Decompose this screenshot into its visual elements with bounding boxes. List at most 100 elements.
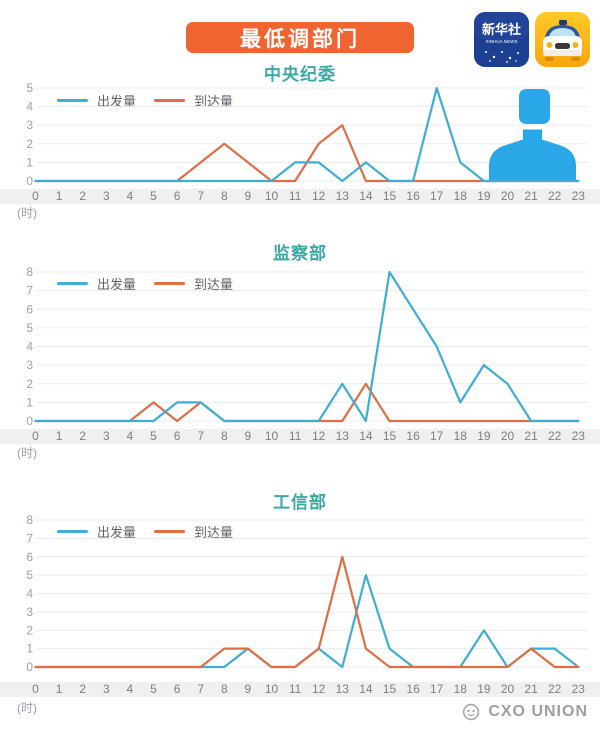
arrive-line-swatch-icon (154, 529, 186, 533)
legend-label-depart: 出发量 (97, 524, 137, 540)
legend-item-depart: 出发量 (57, 274, 136, 293)
y-tick-label: 5 (26, 568, 33, 582)
legend-item-depart: 出发量 (57, 91, 136, 110)
x-tick-label: 2 (79, 682, 87, 696)
legend-item-arrive: 到达量 (154, 91, 233, 110)
y-tick-label: 4 (26, 100, 33, 114)
x-tick-label: 7 (197, 682, 205, 696)
chart-1-legend: 出发量 到达量 (57, 91, 251, 110)
y-tick-label: 1 (26, 395, 33, 409)
x-tick-label: 15 (382, 682, 397, 696)
y-tick-label: 2 (26, 137, 33, 151)
cxo-union-logo-icon (463, 703, 480, 721)
x-tick-label: 17 (430, 189, 444, 203)
x-tick-label: 2 (79, 429, 87, 443)
x-tick-label: 8 (220, 189, 228, 203)
x-tick-label: 14 (359, 429, 373, 443)
x-tick-label: 13 (335, 429, 349, 443)
x-tick-label: 20 (500, 429, 515, 443)
footer-brand: CXO UNION (488, 703, 588, 720)
series-line-depart (34, 86, 580, 183)
x-tick-label: 18 (453, 429, 467, 443)
x-tick-label: 11 (288, 429, 302, 443)
x-tick-label: 11 (288, 189, 302, 203)
x-tick-label: 6 (173, 189, 181, 203)
y-tick-label: 2 (26, 623, 33, 637)
x-tick-label: 16 (406, 682, 420, 696)
chart-3-x-unit-label: (时) (17, 701, 37, 715)
y-tick-label: 3 (26, 358, 33, 372)
x-tick-label: 1 (55, 429, 63, 443)
x-tick-label: 9 (244, 189, 252, 203)
y-tick-label: 5 (26, 81, 33, 95)
x-tick-label: 1 (55, 189, 63, 203)
x-tick-label: 1 (55, 682, 63, 696)
legend-label-depart: 出发量 (97, 93, 137, 109)
y-tick-label: 1 (26, 155, 33, 169)
x-tick-label: 4 (126, 682, 134, 696)
x-tick-label: 19 (477, 429, 491, 443)
x-tick-label: 14 (359, 682, 373, 696)
x-tick-label: 22 (548, 429, 562, 443)
legend-label-arrive: 到达量 (194, 276, 234, 292)
taxi-app-icon (535, 12, 590, 67)
banner-title: 最低调部门 (240, 27, 360, 51)
x-tick-label: 13 (335, 682, 349, 696)
x-tick-label: 8 (220, 429, 228, 443)
x-tick-label: 16 (406, 189, 420, 203)
x-tick-label: 11 (288, 682, 302, 696)
y-tick-label: 6 (26, 550, 33, 564)
x-tick-label: 18 (453, 682, 467, 696)
y-tick-label: 8 (26, 265, 33, 279)
chart-1-x-unit-label: (时) (17, 206, 37, 220)
x-tick-label: 10 (264, 429, 279, 443)
x-tick-label: 4 (126, 429, 134, 443)
legend-label-arrive: 到达量 (194, 524, 234, 540)
chart-1-x-axis: 0 1 2 3 4 5 6 7 8 9 10 11 12 13 14 15 16 17 18 19 20 21 22 23 (0, 189, 600, 204)
legend-item-depart: 出发量 (57, 522, 136, 541)
x-tick-label: 19 (477, 189, 491, 203)
chart-3-legend: 出发量 到达量 (57, 522, 251, 541)
legend-item-arrive: 到达量 (154, 274, 233, 293)
y-tick-label: 7 (26, 284, 33, 298)
chart-2-title: 监察部 (273, 244, 327, 263)
x-tick-label: 13 (335, 189, 349, 203)
x-tick-label: 23 (571, 189, 585, 203)
xinhua-news-logo-icon: 新华社 XINHUA NEWS (474, 12, 529, 67)
x-tick-label: 0 (32, 189, 39, 203)
legend-label-depart: 出发量 (97, 276, 137, 292)
x-tick-label: 20 (500, 682, 515, 696)
x-tick-label: 5 (150, 189, 157, 203)
x-tick-label: 19 (477, 682, 491, 696)
chart-2-x-axis: 0 1 2 3 4 5 6 7 8 9 10 11 12 13 14 15 16 17 18 19 20 21 22 23 (0, 429, 600, 444)
x-tick-label: 5 (150, 429, 157, 443)
y-tick-label: 0 (26, 174, 33, 188)
y-tick-label: 5 (26, 321, 33, 335)
x-tick-label: 16 (406, 429, 420, 443)
chart-2-legend: 出发量 到达量 (57, 274, 251, 293)
y-tick-label: 6 (26, 302, 33, 316)
x-tick-label: 14 (359, 189, 373, 203)
y-tick-label: 3 (26, 605, 33, 619)
xinhua-logo-stars (485, 51, 519, 63)
chart-1-title: 中央纪委 (264, 65, 336, 84)
header-banner: 最低调部门 (186, 22, 414, 53)
x-tick-label: 22 (548, 189, 562, 203)
x-tick-label: 21 (524, 682, 538, 696)
chart-2-x-unit-label: (时) (17, 446, 37, 460)
x-tick-label: 3 (102, 429, 110, 443)
xinhua-logo-subtext: XINHUA NEWS (485, 39, 517, 44)
x-tick-label: 3 (102, 189, 110, 203)
x-tick-label: 23 (571, 429, 585, 443)
x-tick-label: 17 (430, 429, 444, 443)
x-tick-label: 23 (571, 682, 585, 696)
series-line-depart (34, 573, 580, 669)
x-tick-label: 8 (220, 682, 228, 696)
series-lines-layer (34, 86, 580, 669)
y-tick-label: 4 (26, 340, 33, 354)
person-silhouette-icon (489, 89, 576, 182)
x-tick-label: 4 (126, 189, 134, 203)
x-tick-label: 9 (244, 682, 252, 696)
